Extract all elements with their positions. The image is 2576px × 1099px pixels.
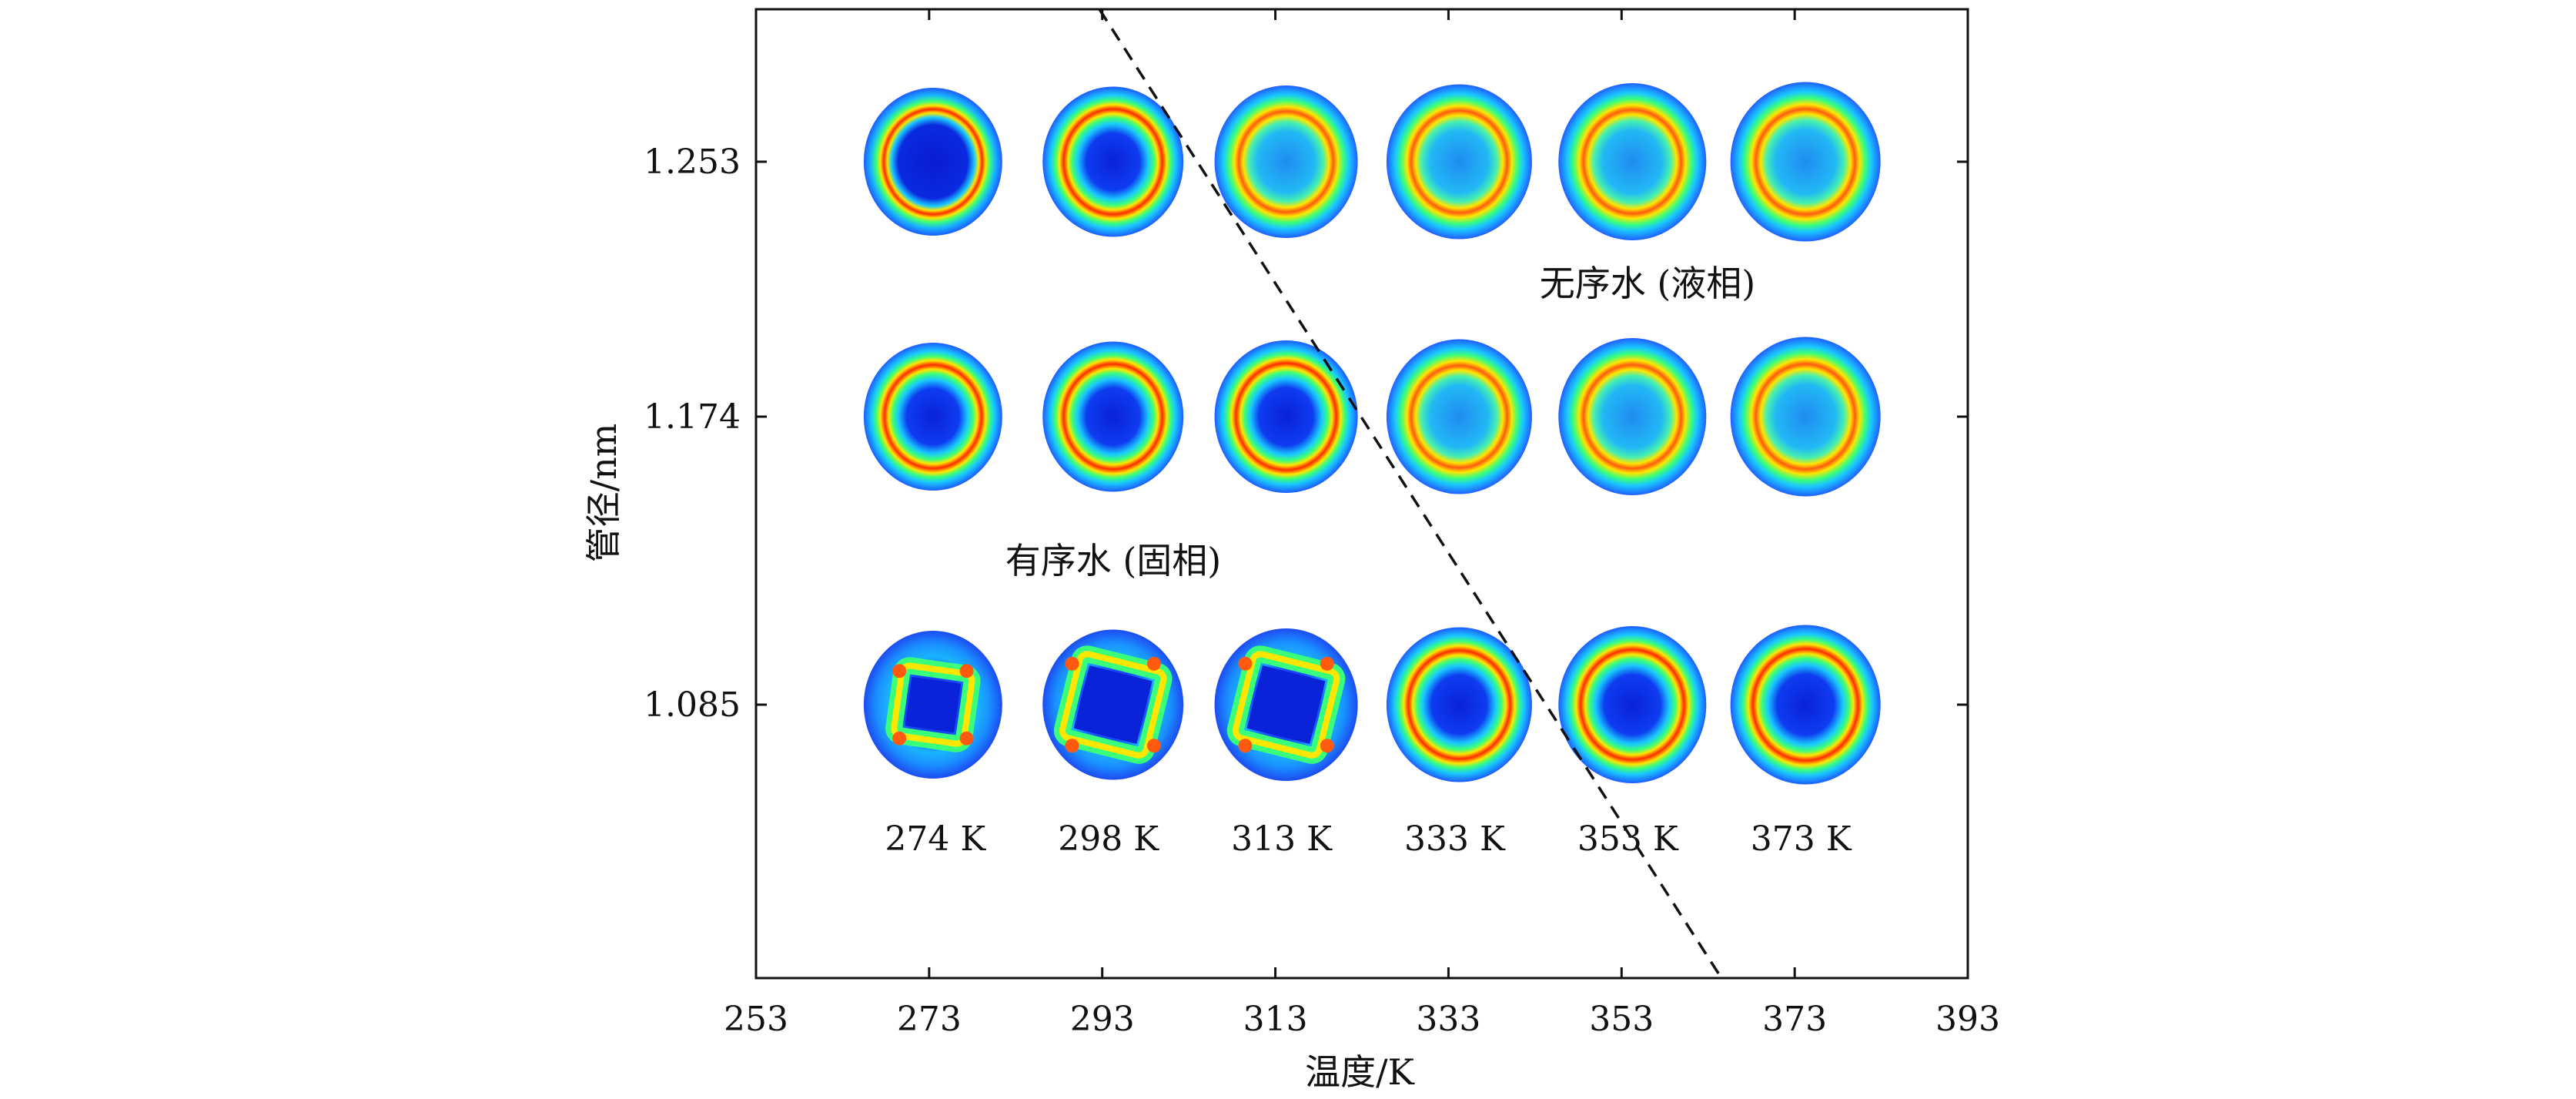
temperature-label: 313 K xyxy=(1231,819,1333,859)
diffraction-pattern xyxy=(1042,629,1184,780)
x-tick-label: 333 xyxy=(1416,1000,1480,1039)
x-tick-label: 273 xyxy=(897,1000,962,1039)
diffraction-patterns xyxy=(863,82,1881,785)
diffraction-pattern xyxy=(1042,341,1184,492)
diffraction-pattern xyxy=(1730,625,1881,785)
x-tick-label: 293 xyxy=(1070,1000,1135,1039)
diffraction-pattern xyxy=(1730,337,1881,497)
x-tick-label: 353 xyxy=(1589,1000,1654,1039)
y-axis: 1.253 1.174 1.085 xyxy=(644,142,1968,725)
diffraction-pattern xyxy=(1558,338,1707,495)
diffraction-pattern xyxy=(1386,339,1532,494)
y-tick-label: 1.174 xyxy=(644,397,741,437)
ordered-water-label: 有序水 (固相) xyxy=(1005,540,1222,581)
diffraction-pattern xyxy=(1730,82,1881,242)
x-axis-label: 温度/K xyxy=(1305,1051,1415,1093)
plot-frame xyxy=(754,8,1969,980)
diffraction-pattern xyxy=(1214,85,1358,238)
x-tick-label: 253 xyxy=(724,1000,788,1039)
x-axis: 253 273 293 313 333 353 373 393 xyxy=(724,9,2000,1039)
temperature-label: 353 K xyxy=(1577,819,1679,859)
temperature-label: 298 K xyxy=(1058,819,1159,859)
y-tick-label: 1.085 xyxy=(644,685,741,725)
diffraction-pattern xyxy=(1386,627,1532,782)
diffraction-pattern xyxy=(1558,626,1707,783)
diffraction-pattern xyxy=(863,88,1002,236)
diffraction-pattern xyxy=(1558,83,1707,240)
x-tick-label: 373 xyxy=(1762,1000,1827,1039)
y-axis-label: 管径/nm xyxy=(583,424,624,563)
diffraction-pattern xyxy=(1214,628,1358,781)
diffraction-pattern xyxy=(863,631,1002,779)
diffraction-pattern xyxy=(863,343,1002,491)
x-tick-label: 393 xyxy=(1935,1000,2000,1039)
phase-boundary-line xyxy=(1098,8,1723,979)
temperature-labels: 274 K 298 K 313 K 333 K 353 K 373 K xyxy=(885,819,1852,859)
temperature-label: 274 K xyxy=(885,819,986,859)
temperature-label: 333 K xyxy=(1404,819,1506,859)
y-tick-label: 1.253 xyxy=(644,142,741,182)
disordered-water-label: 无序水 (液相) xyxy=(1540,263,1756,304)
diffraction-pattern xyxy=(1214,340,1358,493)
diffraction-pattern xyxy=(1042,86,1184,237)
x-tick-label: 313 xyxy=(1243,1000,1308,1039)
diffraction-pattern xyxy=(1386,84,1532,240)
temperature-label: 373 K xyxy=(1751,819,1852,859)
